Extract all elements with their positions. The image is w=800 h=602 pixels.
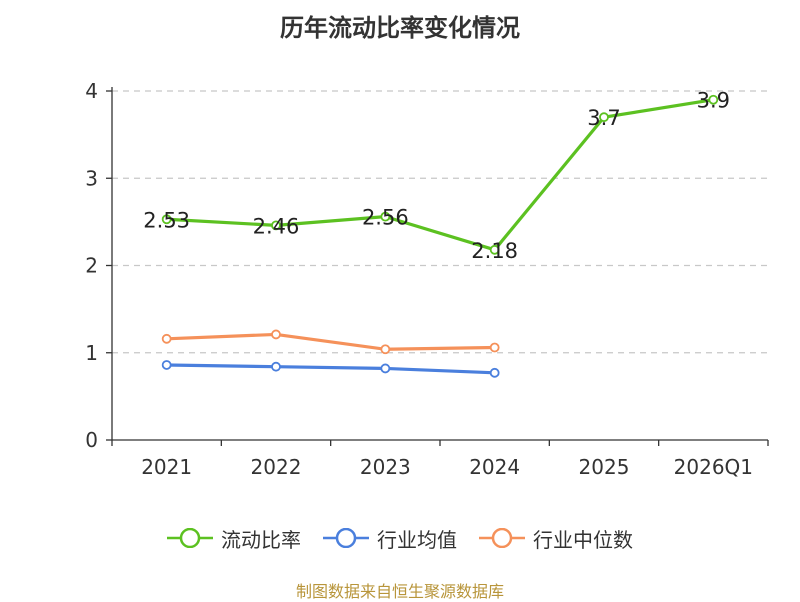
- legend-item-industry-median[interactable]: 行业中位数: [479, 524, 633, 553]
- legend-label: 流动比率: [221, 527, 301, 552]
- data-label: 2.18: [471, 239, 518, 263]
- x-tick-label: 2021: [141, 455, 192, 479]
- data-label: 3.7: [587, 106, 620, 130]
- data-point: [380, 211, 391, 222]
- x-tick-label: 2023: [360, 455, 411, 479]
- chart-title: 历年流动比率变化情况: [280, 14, 520, 42]
- data-point: [161, 333, 172, 344]
- data-point: [489, 342, 500, 353]
- y-tick-label: 0: [85, 428, 98, 452]
- legend-marker-icon: [479, 528, 525, 548]
- series-layer: [161, 94, 719, 378]
- x-tick-label: 2026Q1: [674, 455, 753, 479]
- axes: 0 1 2 3 4 2021 2022 2023 2024 2025 2026Q1: [85, 79, 769, 479]
- legend-label: 行业均值: [377, 527, 457, 552]
- data-point: [599, 112, 609, 123]
- data-label: 2.53: [143, 208, 190, 232]
- data-point: [380, 344, 391, 355]
- data-label: 3.9: [697, 89, 730, 113]
- y-tick-label: 3: [85, 166, 98, 190]
- data-point: [271, 329, 281, 340]
- series-line: [166, 332, 495, 351]
- data-point: [161, 214, 172, 225]
- series-line: [166, 363, 495, 375]
- x-tick-label: 2025: [579, 455, 630, 479]
- legend-marker-icon: [323, 528, 369, 548]
- legend-label: 行业中位数: [533, 527, 633, 552]
- y-tick-label: 4: [85, 79, 98, 103]
- data-point: [489, 244, 500, 255]
- series-line: [166, 98, 714, 252]
- data-point: [271, 220, 281, 231]
- x-tick-label: 2024: [469, 455, 520, 479]
- data-point: [161, 360, 172, 370]
- y-tick-label: 2: [85, 254, 98, 278]
- legend-item-industry-mean[interactable]: 行业均值: [323, 524, 457, 553]
- data-label: 2.56: [362, 206, 409, 230]
- source-note: 制图数据来自恒生聚源数据库: [295, 582, 504, 601]
- data-label: 2.46: [253, 214, 300, 238]
- data-point: [271, 361, 281, 372]
- legend: 流动比率 行业均值 行业中位数: [0, 518, 800, 558]
- data-point: [708, 94, 719, 105]
- y-tick-label: 1: [85, 341, 98, 365]
- x-tick-label: 2022: [251, 455, 302, 479]
- legend-item-current-ratio[interactable]: 流动比率: [167, 524, 301, 553]
- legend-marker-icon: [167, 528, 213, 548]
- data-labels: 2.53 2.46 2.56 2.18 3.7 3.9: [143, 89, 730, 263]
- data-point: [489, 367, 500, 378]
- data-point: [380, 363, 391, 374]
